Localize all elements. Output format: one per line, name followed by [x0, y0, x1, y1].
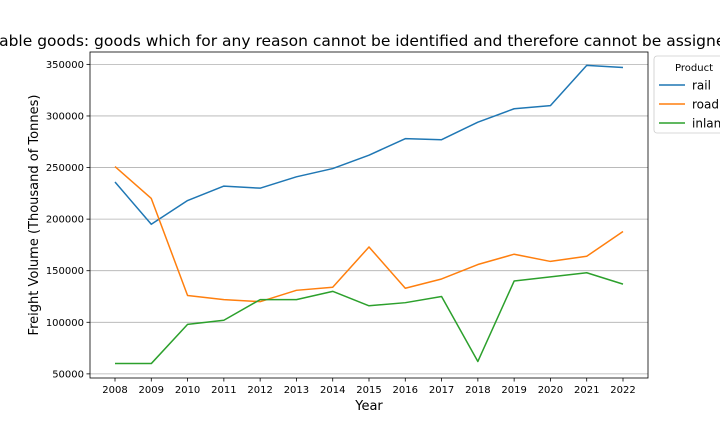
y-tick-label: 350000: [46, 60, 84, 71]
legend-label: road: [692, 98, 719, 112]
series-line-road: [114, 165, 624, 303]
series-line-rail: [114, 64, 624, 226]
chart-title: Unidentifiable goods: goods which for an…: [0, 32, 720, 50]
y-axis: 50000 100000 150000 200000 250000 300000 35000…: [46, 60, 90, 380]
legend-item-road: road: [659, 98, 719, 112]
legend-item-rail: rail: [659, 79, 711, 93]
y-tick-label: 300000: [46, 111, 84, 122]
x-axis: 2008 2009 2010 2011 2012 2013 2014 2015 2016 2017…: [102, 378, 636, 396]
x-tick-label: 2019: [501, 385, 526, 396]
series-line-inland: [115, 272, 624, 365]
y-tick-label: 200000: [46, 215, 84, 226]
legend: Product rail road inland: [653, 55, 720, 134]
x-tick-label: 2015: [356, 385, 381, 396]
y-axis-title: Freight Volume (Thousand of Tonnes): [27, 95, 42, 336]
x-tick-label: 2008: [102, 385, 127, 396]
x-tick-label: 2009: [139, 385, 164, 396]
x-tick-label: 2014: [320, 385, 345, 396]
y-tick-label: 250000: [46, 163, 84, 174]
legend-label: rail: [692, 79, 711, 93]
x-tick-label: 2012: [247, 385, 272, 396]
y-tick-label: 50000: [52, 369, 84, 380]
y-tick-label: 100000: [46, 318, 84, 329]
legend-label: inland: [692, 117, 720, 131]
grid-lines: [90, 63, 648, 375]
x-tick-label: 2010: [175, 385, 200, 396]
series-rail: [114, 64, 624, 226]
series-lines: [114, 64, 624, 365]
x-tick-label: 2021: [574, 385, 599, 396]
x-axis-title: Year: [354, 399, 383, 414]
legend-title: Product: [675, 63, 713, 74]
plot-area: [89, 51, 649, 379]
x-tick-label: 2016: [393, 385, 418, 396]
x-tick-label: 2017: [429, 385, 454, 396]
legend-box: [653, 55, 720, 134]
x-tick-label: 2013: [284, 385, 309, 396]
series-road: [114, 165, 624, 303]
x-tick-label: 2020: [538, 385, 563, 396]
x-tick-label: 2011: [211, 385, 236, 396]
y-tick-label: 150000: [46, 266, 84, 277]
legend-item-inland: inland: [659, 117, 720, 131]
x-tick-label: 2018: [465, 385, 490, 396]
x-tick-label: 2022: [610, 385, 635, 396]
series-inland: [114, 272, 624, 365]
